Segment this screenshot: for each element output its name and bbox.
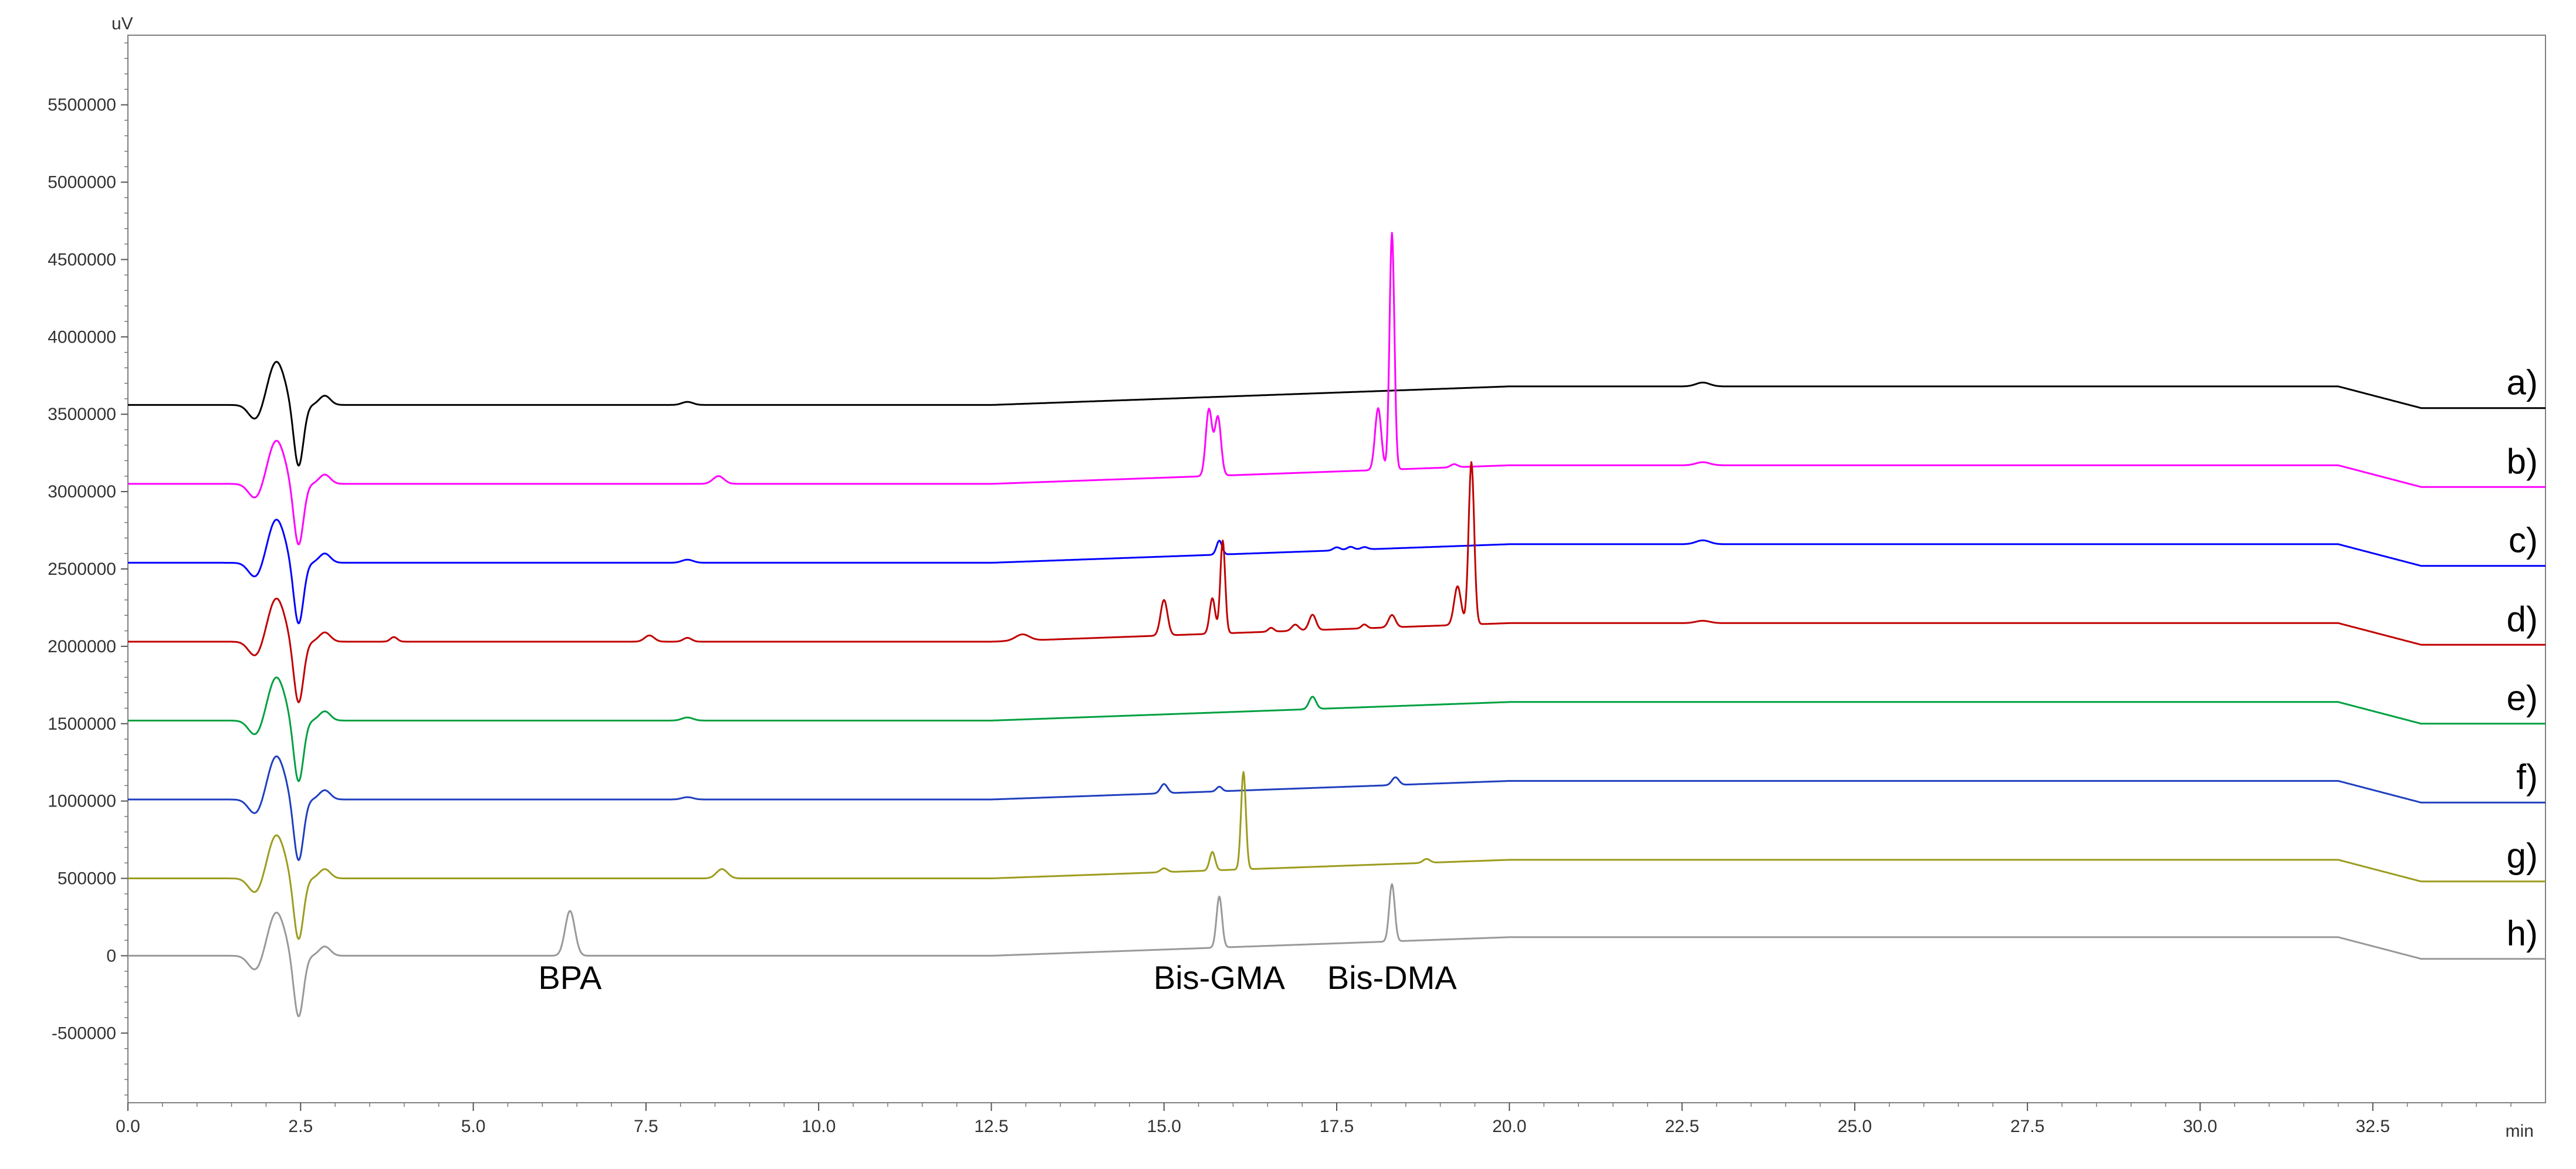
x-tick-label: 22.5 [1665,1117,1699,1136]
y-tick-label: 1500000 [48,714,116,734]
trace-label-a: a) [2507,362,2538,402]
x-tick-label: 7.5 [634,1117,658,1136]
y-unit-label: uV [111,14,133,33]
traces [127,232,2546,1018]
x-tick-label: 32.5 [2356,1117,2390,1136]
trace-f [127,755,2546,861]
x-tick-label: 30.0 [2183,1117,2217,1136]
x-tick-label: 2.5 [288,1117,313,1136]
y-tick-label: 2000000 [48,637,116,656]
trace-label-h: h) [2507,913,2538,953]
y-axis: 5500000500000045000004000000350000030000… [48,42,128,1096]
x-tick-label: 10.0 [802,1117,836,1136]
x-tick-label: 17.5 [1320,1117,1354,1136]
trace-label-c: c) [2509,520,2538,560]
peak-label: Bis-DMA [1327,959,1458,996]
peak-label: Bis-GMA [1154,959,1286,996]
y-tick-label: 4500000 [48,250,116,269]
trace-b [127,232,2546,545]
trace-label-d: d) [2507,599,2538,639]
trace-a [127,361,2546,467]
peak-labels: BPA Bis-GMA Bis-DMA [538,959,1457,996]
trace-e [127,676,2546,782]
x-unit-label: min [2506,1121,2534,1141]
trace-label-f: f) [2516,757,2538,797]
y-tick-label: 5000000 [48,173,116,192]
x-tick-label: 5.0 [461,1117,486,1136]
y-tick-label: 4000000 [48,327,116,347]
trace-c [127,519,2546,625]
trace-d [127,461,2546,703]
x-axis: 0.0 2.5 5.0 7.5 10.0 12.5 15.0 17.5 20.0 22.5 25.0… [116,1103,2511,1136]
y-tick-label: 3000000 [48,482,116,502]
trace-label-e: e) [2507,678,2538,717]
x-tick-label: 25.0 [1838,1117,1872,1136]
y-tick-label: 5500000 [48,96,116,115]
y-tick-label: 2500000 [48,560,116,579]
x-tick-label: 15.0 [1147,1117,1181,1136]
trace-labels: a) b) c) d) e) f) g) h) [2507,362,2538,953]
trace-label-b: b) [2507,442,2538,481]
trace-h [127,883,2546,1018]
trace-label-g: g) [2507,836,2538,876]
y-tick-label: -500000 [52,1024,116,1043]
x-tick-label: 0.0 [116,1117,140,1136]
y-tick-label: 500000 [58,869,116,889]
x-tick-label: 12.5 [974,1117,1008,1136]
y-tick-label: 1000000 [48,792,116,811]
x-tick-label: 20.0 [1492,1117,1526,1136]
peak-label: BPA [538,959,602,996]
y-tick-label: 3500000 [48,405,116,424]
y-tick-label: 0 [106,946,116,965]
trace-g [127,771,2546,940]
x-tick-label: 27.5 [2010,1117,2044,1136]
